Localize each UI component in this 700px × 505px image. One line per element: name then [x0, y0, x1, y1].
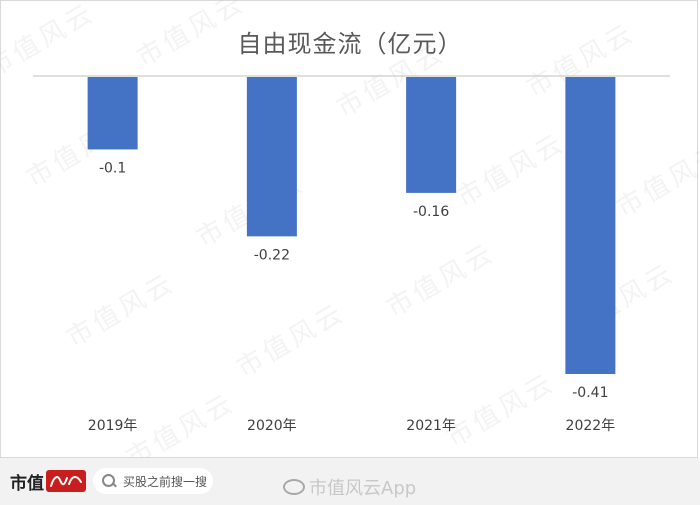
search-icon: [101, 473, 117, 489]
search-placeholder: 买股之前搜一搜: [123, 474, 208, 489]
chart-title: 自由现金流（亿元）: [237, 30, 463, 58]
category-label-0: 2019年: [88, 418, 138, 434]
chart-plot: -0.1 2019年 -0.22 2020年 -0.16 2021年 -0.41 2022年: [33, 75, 670, 434]
weibo-account-text: 市值风云App: [309, 478, 417, 499]
data-label-0: -0.1: [99, 160, 126, 176]
category-label-1: 2020年: [247, 418, 297, 434]
logo-text: 市值: [10, 473, 44, 494]
weibo-icon: [283, 479, 305, 495]
logo-mark: [46, 470, 86, 492]
data-label-2: -0.16: [413, 204, 449, 220]
bar-1: [246, 77, 297, 237]
data-label-1: -0.22: [254, 247, 290, 263]
weibo-account: 市值风云App: [283, 474, 416, 500]
category-label-2: 2021年: [406, 418, 456, 434]
data-label-3: -0.41: [572, 385, 608, 401]
bar-3: [565, 77, 616, 374]
bar-2: [406, 77, 457, 193]
category-label-3: 2022年: [566, 418, 616, 434]
brand-logo[interactable]: 市值: [10, 468, 86, 494]
footer-bar: 市值 买股之前搜一搜 市值风云App: [0, 458, 700, 505]
search-box[interactable]: 买股之前搜一搜: [93, 468, 213, 494]
brush-logo-icon: [50, 476, 82, 487]
bar-0: [87, 77, 138, 150]
